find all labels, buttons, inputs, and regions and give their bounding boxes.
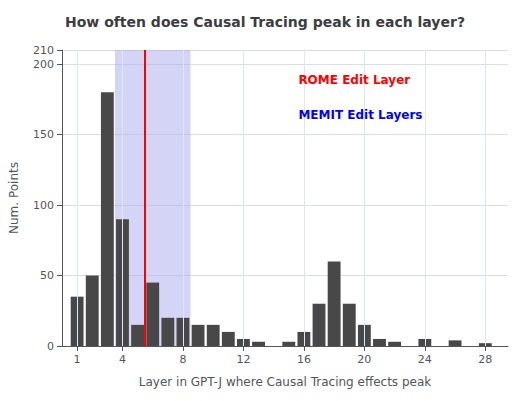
svg-text:50: 50 [40, 269, 54, 282]
svg-text:100: 100 [33, 199, 54, 212]
svg-text:0: 0 [47, 340, 54, 353]
svg-text:210: 210 [33, 44, 54, 57]
svg-text:4: 4 [119, 353, 126, 366]
svg-text:28: 28 [478, 353, 492, 366]
svg-text:24: 24 [418, 353, 432, 366]
svg-text:200: 200 [33, 58, 54, 71]
svg-text:150: 150 [33, 128, 54, 141]
svg-text:1: 1 [74, 353, 81, 366]
svg-text:Layer in GPT-J where Causal Tr: Layer in GPT-J where Causal Tracing effe… [139, 375, 431, 389]
svg-text:How often does Causal Tracing: How often does Causal Tracing peak in ea… [65, 14, 465, 30]
svg-text:8: 8 [179, 353, 186, 366]
svg-text:ROME Edit Layer: ROME Edit Layer [298, 73, 410, 87]
svg-text:16: 16 [297, 353, 311, 366]
svg-text:12: 12 [236, 353, 250, 366]
svg-text:Num. Points: Num. Points [7, 162, 21, 234]
svg-text:20: 20 [357, 353, 371, 366]
svg-text:MEMIT Edit Layers: MEMIT Edit Layers [298, 108, 422, 122]
